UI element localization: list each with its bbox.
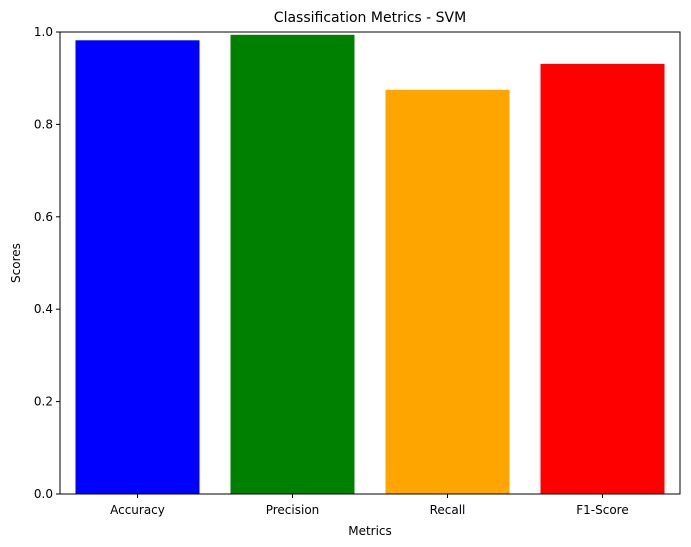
x-tick-label: Recall [430, 503, 466, 517]
x-tick-label: F1-Score [576, 503, 628, 517]
y-tick-label: 1.0 [34, 25, 53, 39]
x-tick-label: Accuracy [110, 503, 165, 517]
x-tick-label: Precision [266, 503, 320, 517]
x-axis-label: Metrics [348, 524, 392, 538]
bars-group [75, 34, 665, 495]
plot-frame [59, 31, 681, 495]
bar-precision [230, 34, 355, 495]
bar-accuracy [75, 40, 200, 495]
bar-recall [385, 89, 510, 495]
y-tick-label: 0.6 [34, 210, 53, 224]
bar-f1-score [540, 63, 665, 495]
y-axis-label: Scores [9, 243, 23, 283]
y-axis-ticks: 0.0 0.2 0.4 0.6 0.8 1.0 [34, 25, 60, 501]
y-tick-label: 0.0 [34, 487, 53, 501]
y-tick-label: 0.8 [34, 117, 53, 131]
chart-title: Classification Metrics - SVM [274, 10, 466, 26]
y-tick-label: 0.2 [34, 395, 53, 409]
y-tick-label: 0.4 [34, 302, 53, 316]
x-axis-ticks: Accuracy Precision Recall F1-Score [110, 494, 629, 517]
